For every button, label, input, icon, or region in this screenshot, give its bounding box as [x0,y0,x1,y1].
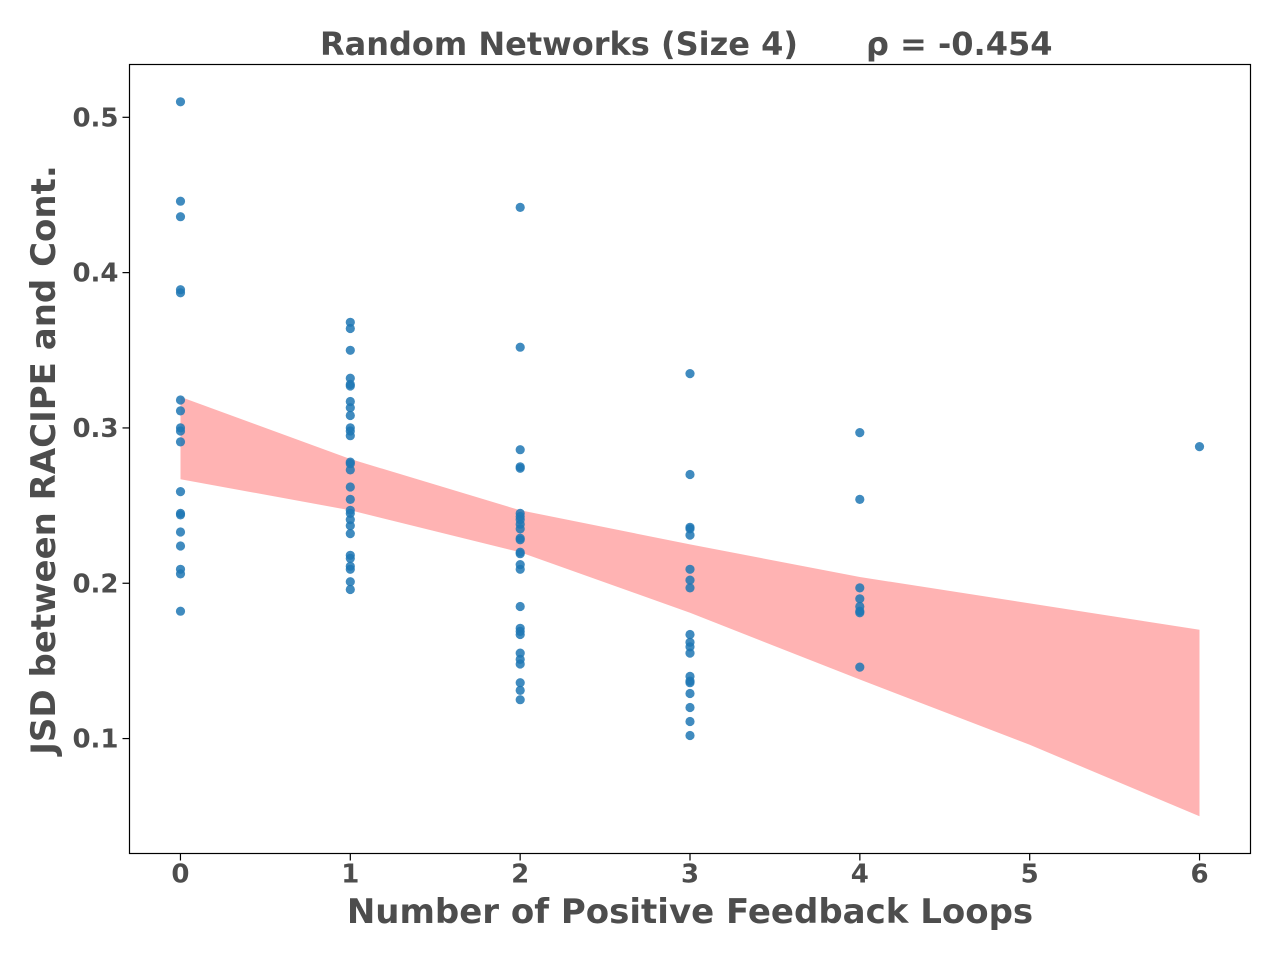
data-point [515,685,525,696]
data-point [345,431,355,441]
data-point [345,381,355,391]
data-point [515,535,525,545]
correlation-annotation: ρ = -0.454 [866,25,1053,63]
data-point [345,564,355,574]
data-point [345,553,355,564]
data-point [175,212,186,222]
data-point [175,510,186,520]
x-tick-label: 1 [341,860,359,890]
data-point [515,601,525,612]
x-axis-label: Number of Positive Feedback Loops [347,892,1033,932]
x-tick-label: 6 [1190,860,1208,890]
data-point [685,583,695,593]
data-point [175,541,186,551]
data-point [515,695,525,705]
data-point [685,369,695,379]
chart-title: Random Networks (Size 4) [320,25,798,63]
data-point [515,463,525,473]
y-tick-label: 0.1 [72,725,118,755]
data-point [685,469,695,480]
x-tick-label: 5 [1021,860,1039,890]
y-axis: 0.1 0.2 0.3 0.4 0.5 [72,103,130,755]
data-point [175,437,186,447]
data-point [515,629,525,640]
data-point [685,629,695,640]
x-tick-label: 0 [171,860,189,890]
data-point [345,529,355,539]
data-point [515,549,525,559]
data-point [345,465,355,475]
data-point [1194,442,1205,452]
data-point [685,702,695,713]
data-point [855,608,865,618]
data-point [515,564,525,574]
x-tick-label: 3 [681,860,699,890]
data-point [685,688,695,699]
data-point [685,530,695,540]
data-point [175,406,186,416]
data-point [175,487,186,497]
data-point [855,494,865,504]
data-point [175,606,186,616]
data-point [855,428,865,438]
points-layer [175,97,1205,741]
data-point [685,564,695,574]
data-point [685,716,695,727]
x-axis: 0 1 2 3 4 5 6 [171,853,1209,890]
data-point [855,583,865,593]
confidence-band-layer [180,396,1200,817]
x-tick-label: 4 [851,860,869,890]
confidence-band [180,396,1200,817]
data-point [345,323,355,334]
data-point [515,524,525,534]
data-point [345,403,355,413]
data-point [855,662,865,672]
data-point [345,410,355,421]
data-point [685,678,695,688]
data-point [175,527,186,537]
data-point [515,648,525,658]
y-axis-label: JSD between RACIPE and Cont. [24,165,64,757]
data-point [345,345,355,355]
data-point [175,569,186,579]
data-point [345,584,355,595]
data-point [685,575,695,585]
y-tick-label: 0.5 [72,103,118,133]
data-point [175,196,186,206]
y-tick-label: 0.3 [72,414,118,444]
data-point [685,730,695,741]
x-tick-label: 2 [511,860,529,890]
data-point [175,426,186,436]
data-point [515,342,525,352]
y-tick-label: 0.4 [72,259,118,289]
data-point [855,594,865,604]
data-point [175,395,186,405]
data-point [515,202,525,212]
y-tick-label: 0.2 [72,569,118,599]
data-point [345,521,355,531]
data-point [515,678,525,688]
data-point [515,659,525,669]
data-point [175,288,186,298]
data-point [515,445,525,455]
data-point [345,577,355,587]
data-point [685,648,695,658]
data-point [345,494,355,504]
data-point [175,97,186,107]
data-point [345,482,355,492]
